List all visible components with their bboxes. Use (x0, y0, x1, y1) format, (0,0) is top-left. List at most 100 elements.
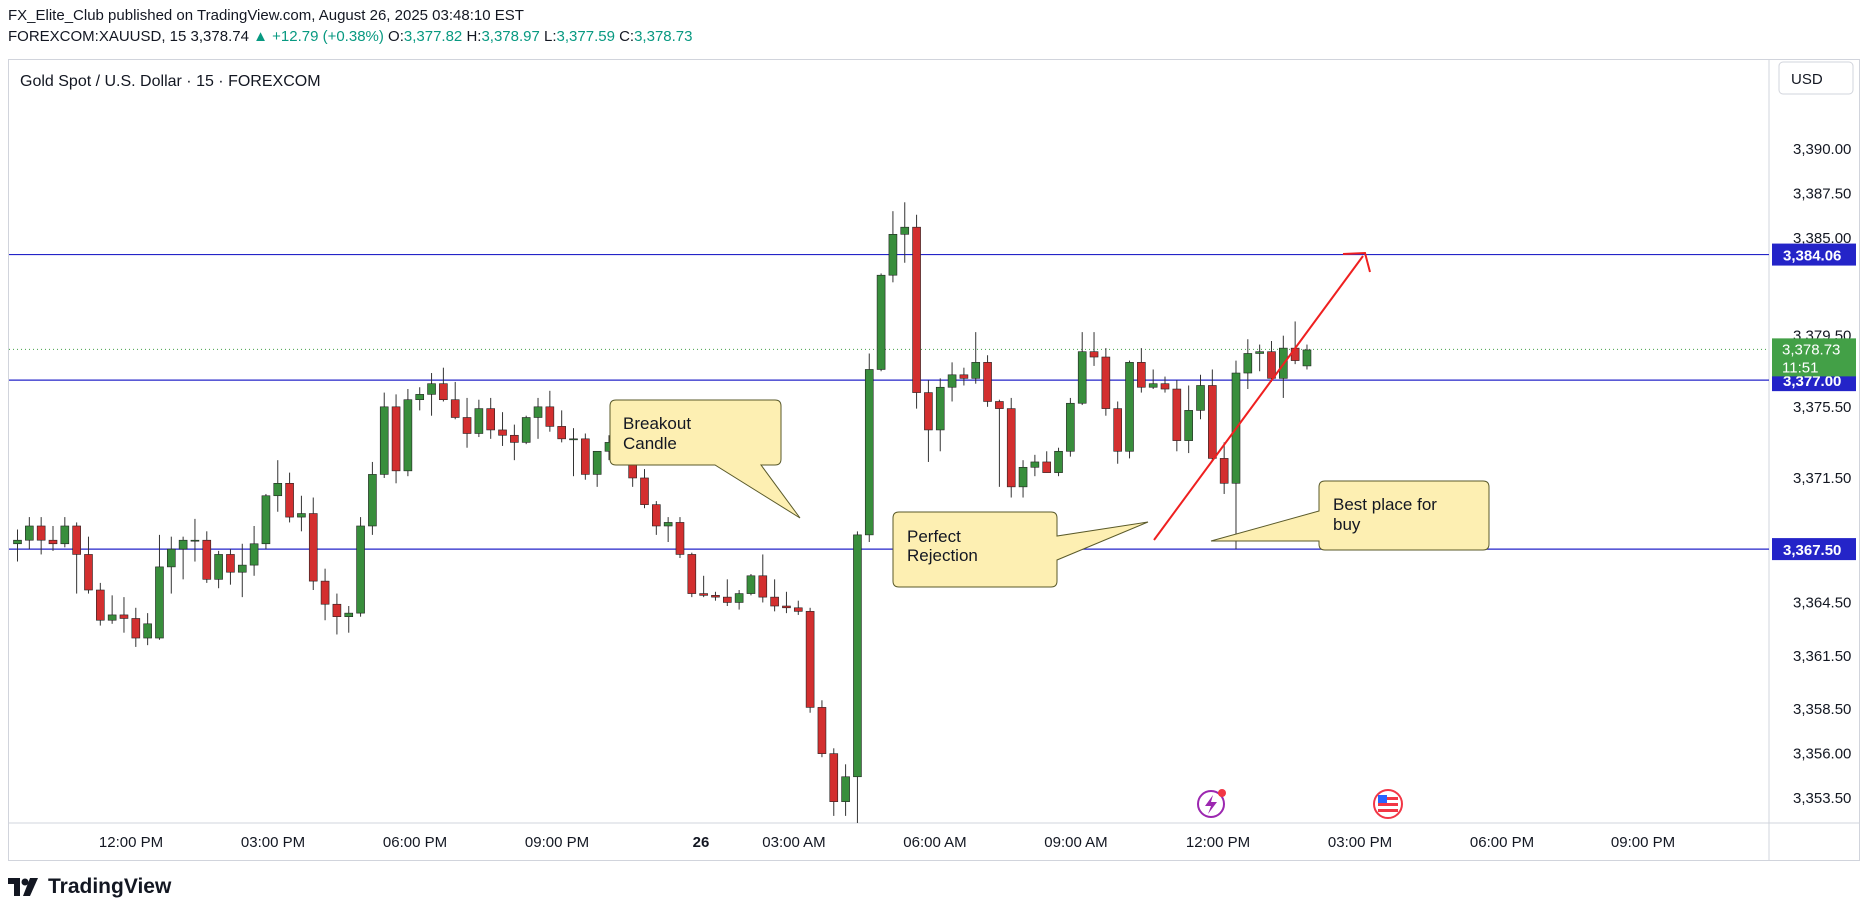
candle-body (924, 392, 933, 431)
candle-body (699, 593, 708, 596)
lightning-icon[interactable] (1197, 789, 1226, 818)
candle-body (13, 539, 22, 545)
level-price-tag-label: 3,384.06 (1783, 248, 1841, 265)
candle-body (1018, 466, 1028, 488)
candle-body (107, 614, 117, 621)
candle-body (1267, 351, 1276, 379)
candle-body (782, 605, 791, 609)
rejection-callout[interactable] (892, 511, 1149, 588)
time-tick-label: 09:00 AM (1044, 834, 1107, 851)
candle-body (1243, 353, 1253, 374)
candle-body (486, 408, 496, 431)
candles-group (13, 202, 1312, 823)
price-tick-label: 3,371.50 (1793, 470, 1851, 487)
candle-body (474, 408, 484, 434)
price-tick-label: 3,364.50 (1793, 594, 1851, 611)
buy-callout-line2: buy (1333, 515, 1361, 534)
last-price: 3,378.74 (190, 28, 249, 45)
candle-body (640, 477, 649, 505)
target-arrowhead (1342, 251, 1371, 273)
candle-body (864, 369, 874, 536)
close-label: C: (619, 28, 635, 45)
candle-body (273, 482, 283, 497)
us-flag-icon[interactable] (1373, 789, 1403, 819)
candle-body (722, 596, 732, 603)
candle-body (557, 426, 566, 440)
candle-body (663, 522, 673, 527)
price-tick-label: 3,390.00 (1793, 141, 1851, 158)
time-tick-label: 12:00 PM (99, 834, 163, 851)
open-value: 3,377.82 (403, 28, 463, 45)
time-ticks-group: 12:00 PM 03:00 PM 06:00 PM 09:00 PM 26 03:00 … (99, 834, 1675, 851)
chart-svg[interactable]: Gold Spot / U.S. Dollar · 15 · FOREXCOM … (9, 60, 1859, 860)
candle-body (96, 589, 105, 621)
target-arrow-line (1153, 255, 1364, 541)
candle-body (947, 374, 957, 388)
low-label: L: (544, 28, 557, 45)
candle-body (652, 504, 661, 527)
candle-body (1089, 351, 1099, 358)
candle-body (935, 386, 945, 431)
time-tick-label: 03:00 AM (762, 834, 825, 851)
candle-body (1125, 362, 1134, 452)
symbol-label: FOREXCOM:XAUUSD, 15 (8, 28, 187, 45)
time-tick-label: 09:00 PM (525, 834, 589, 851)
candle-body (829, 753, 839, 802)
candle-body (308, 513, 318, 582)
breakout-callout-line2: Candle (623, 434, 677, 453)
time-tick-label: 09:00 PM (1611, 834, 1675, 851)
chart-frame[interactable]: Gold Spot / U.S. Dollar · 15 · FOREXCOM … (8, 59, 1860, 861)
time-tick-label: 06:00 PM (383, 834, 447, 851)
low-value: 3,377.59 (556, 28, 615, 45)
candle-body (1196, 385, 1205, 411)
price-tick-label: 3,375.50 (1793, 399, 1851, 416)
time-tick-label: 12:00 PM (1186, 834, 1250, 851)
candle-body (131, 618, 141, 639)
time-tick-label: 03:00 PM (241, 834, 305, 851)
breakout-callout-line1: Breakout (623, 414, 691, 433)
candle-body (498, 429, 507, 436)
candle-body (202, 539, 212, 580)
candle-body (805, 611, 815, 708)
candle-body (569, 438, 578, 441)
candle-body (746, 575, 756, 594)
high-label: H: (466, 28, 482, 45)
buy-callout[interactable] (1210, 480, 1490, 551)
candle-body (734, 593, 744, 603)
candle-body (983, 362, 992, 402)
rejection-callout-line2: Rejection (907, 546, 978, 565)
tradingview-logo[interactable]: TradingView (8, 872, 171, 902)
price-tick-label: 3,385.00 (1793, 230, 1851, 247)
candle-body (1160, 383, 1170, 390)
candle-body (793, 607, 803, 612)
candle-body (403, 399, 413, 472)
time-tick-label: 03:00 PM (1328, 834, 1392, 851)
candle-body (1077, 351, 1087, 404)
candle-body (25, 525, 34, 541)
candle-body (770, 596, 779, 607)
candle-body (48, 539, 58, 545)
currency-button[interactable] (1778, 61, 1854, 95)
candle-body (959, 374, 969, 379)
candle-body (1137, 362, 1146, 388)
candle-body (912, 226, 921, 393)
price-tick-label: 3,356.00 (1793, 746, 1851, 763)
currency-label[interactable]: USD (1791, 71, 1823, 88)
candle-body (60, 525, 70, 545)
candle-body (332, 603, 342, 617)
level-price-tag (1772, 538, 1856, 561)
candle-body (995, 401, 1004, 409)
candle-body (285, 482, 294, 518)
breakout-callout[interactable] (609, 399, 801, 519)
candle-body (379, 406, 389, 475)
level-price-tag (1772, 243, 1856, 266)
time-tick-label: 06:00 PM (1470, 834, 1534, 851)
candle-body (226, 554, 235, 573)
candle-body (1148, 383, 1158, 388)
open-label: O: (388, 28, 404, 45)
candle-body (876, 274, 886, 370)
candle-body (817, 707, 827, 754)
candle-body (971, 362, 981, 379)
candle-body (888, 233, 898, 276)
candle-body (439, 383, 448, 401)
